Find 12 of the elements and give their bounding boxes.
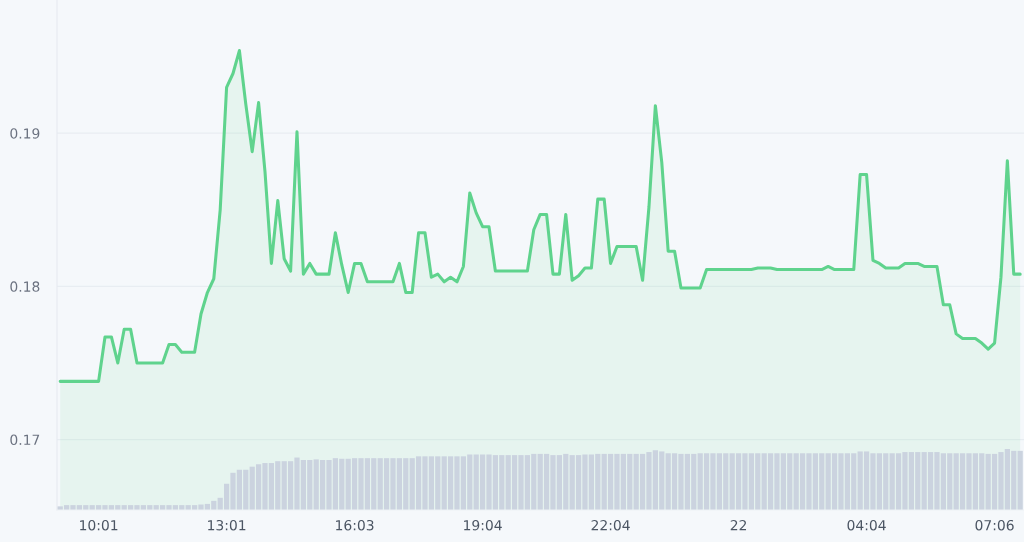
- x-tick-label: 10:01: [80, 519, 118, 531]
- x-tick-label: 16:03: [336, 519, 374, 531]
- y-tick-label: 0.18: [10, 281, 40, 292]
- y-tick-label: 0.19: [10, 128, 40, 139]
- x-tick-label: 04:04: [847, 519, 886, 531]
- x-tick-label: 07:06: [975, 519, 1014, 531]
- x-tick-label: 22: [730, 519, 747, 531]
- x-tick-label: 13:01: [208, 519, 246, 531]
- y-tick-label: 0.17: [10, 434, 40, 446]
- x-tick-label: 19:04: [464, 519, 502, 531]
- bar: [1017, 450, 1023, 510]
- x-tick-label: 22:04: [591, 519, 630, 531]
